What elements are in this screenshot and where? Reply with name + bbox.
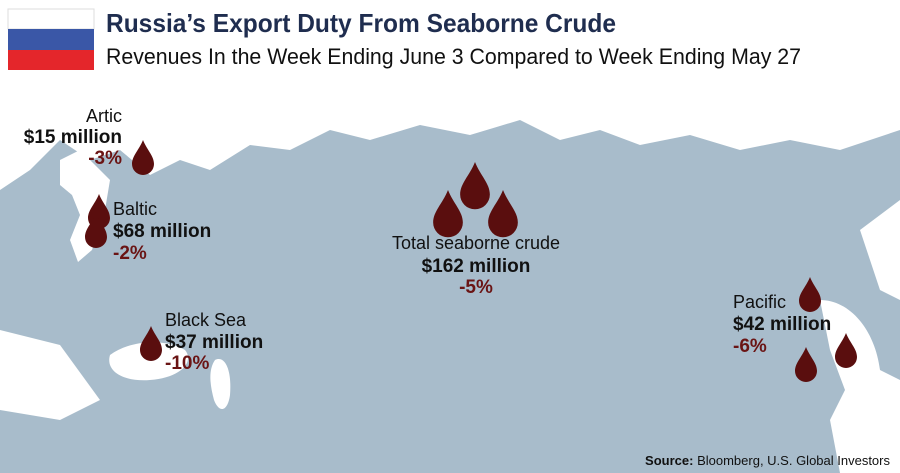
source-text: Bloomberg, U.S. Global Investors: [697, 453, 890, 468]
source: Source: Bloomberg, U.S. Global Investors: [645, 453, 890, 468]
region-change: -2%: [113, 243, 147, 264]
region-name: Artic: [86, 106, 122, 126]
region-amount: $42 million: [733, 314, 831, 335]
region-total: Total seaborne crude $162 million -5%: [392, 233, 560, 298]
region-amount: $162 million: [422, 256, 531, 277]
region-name: Black Sea: [165, 310, 247, 330]
region-name: Pacific: [733, 292, 786, 312]
region-name: Baltic: [113, 199, 157, 219]
region-change: -10%: [165, 353, 209, 374]
source-label: Source:: [645, 453, 693, 468]
region-change: -6%: [733, 336, 767, 357]
region-name: Total seaborne crude: [392, 233, 560, 253]
region-amount: $37 million: [165, 332, 263, 353]
title: Russia’s Export Duty From Seaborne Crude: [106, 8, 616, 38]
subtitle: Revenues In the Week Ending June 3 Compa…: [106, 44, 801, 69]
region-artic: Artic $15 million -3%: [24, 106, 122, 169]
region-black-sea: Black Sea $37 million -10%: [165, 310, 263, 374]
region-pacific: Pacific $42 million -6%: [733, 292, 831, 357]
russia-flag: [7, 8, 95, 70]
region-amount: $68 million: [113, 221, 211, 242]
water: [0, 92, 900, 473]
region-amount: $15 million: [24, 127, 122, 148]
region-change: -5%: [459, 277, 493, 298]
region-baltic: Baltic $68 million -2%: [113, 199, 211, 264]
region-change: -3%: [88, 148, 122, 169]
